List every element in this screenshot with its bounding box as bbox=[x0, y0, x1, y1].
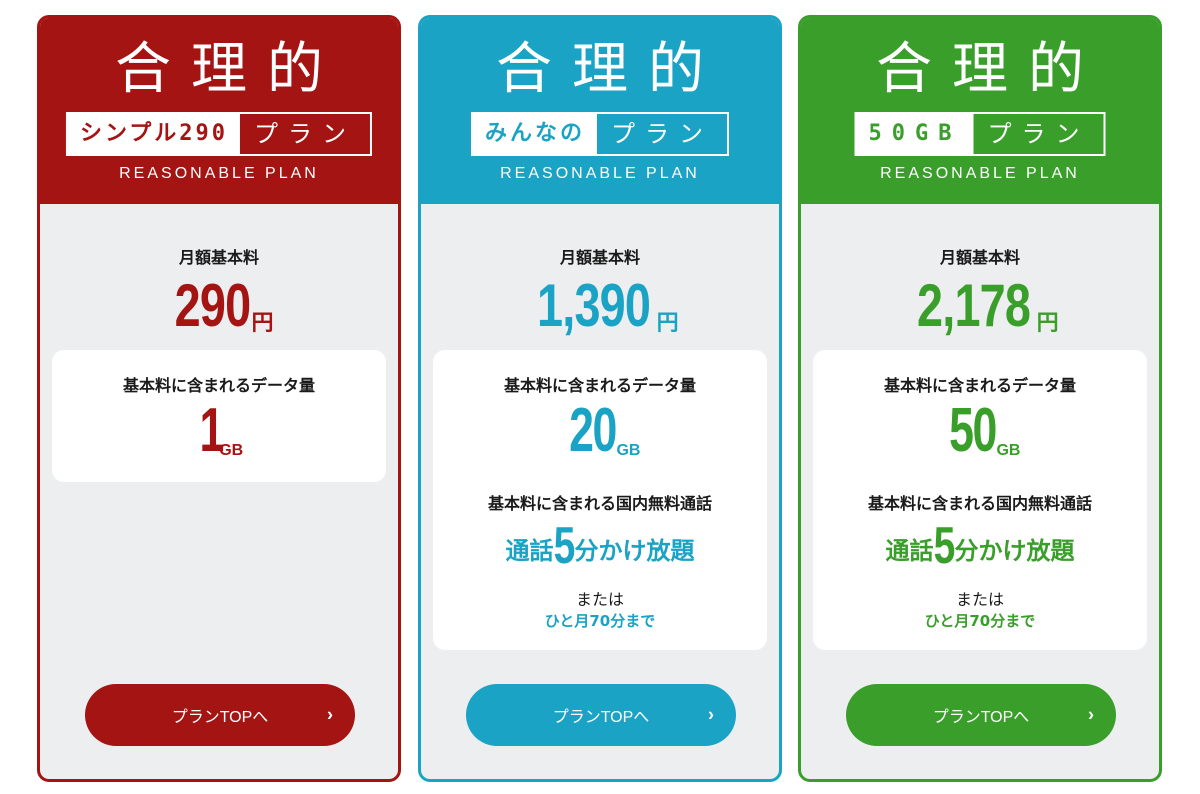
chevron-right-icon: › bbox=[1088, 704, 1094, 725]
chevron-right-icon: › bbox=[327, 704, 333, 725]
data-value: 50 bbox=[948, 396, 997, 465]
plan-top-button[interactable]: プランTOPへ › bbox=[846, 684, 1116, 746]
plan-details-box: 基本料に含まれるデータ量 1GB bbox=[52, 350, 386, 482]
call-label: 基本料に含まれる国内無料通話 bbox=[867, 494, 1092, 513]
plan-header: 合理的 50GB プラン REASONABLE PLAN bbox=[801, 18, 1159, 204]
monthly-fee-label: 月額基本料 bbox=[178, 248, 259, 267]
plan-header: 合理的 シンプル290 プラン REASONABLE PLAN bbox=[40, 18, 398, 204]
plan-name-badge: みんなの プラン bbox=[470, 112, 730, 156]
price-unit: 円 bbox=[251, 310, 274, 335]
price-unit: 円 bbox=[656, 310, 679, 335]
call-offer: 通話5分かけ放題 bbox=[433, 517, 767, 575]
data-unit: GB bbox=[996, 442, 1021, 459]
data-unit: GB bbox=[616, 442, 641, 459]
price-unit: 円 bbox=[1036, 310, 1059, 335]
plan-subtitle: REASONABLE PLAN bbox=[880, 165, 1080, 182]
data-amount: 20GB bbox=[433, 400, 767, 462]
plan-subtitle: REASONABLE PLAN bbox=[500, 165, 700, 182]
plan-name: シンプル290 bbox=[67, 114, 241, 154]
plan-name-badge: 50GB プラン bbox=[854, 112, 1106, 156]
price-value: 290 bbox=[175, 272, 252, 339]
plan-details-box: 基本料に含まれるデータ量 50GB 基本料に含まれる国内無料通話 通話5分かけ放… bbox=[813, 350, 1147, 650]
data-amount: 1GB bbox=[52, 400, 386, 462]
button-label: プランTOPへ bbox=[171, 709, 269, 726]
plan-name: 50GB bbox=[856, 114, 974, 154]
plan-top-button[interactable]: プランTOPへ › bbox=[466, 684, 736, 746]
call-or: または bbox=[955, 590, 1004, 609]
call-minutes: 5 bbox=[933, 517, 955, 575]
plan-word: プラン bbox=[254, 120, 357, 148]
plan-name-badge: シンプル290 プラン bbox=[65, 112, 373, 156]
data-label: 基本料に含まれるデータ量 bbox=[503, 376, 696, 395]
data-value: 20 bbox=[568, 396, 617, 465]
data-label: 基本料に含まれるデータ量 bbox=[883, 376, 1076, 395]
call-or: または bbox=[575, 590, 624, 609]
plan-title: 合理的 bbox=[496, 37, 724, 102]
plan-header: 合理的 みんなの プラン REASONABLE PLAN bbox=[421, 18, 779, 204]
button-label: プランTOPへ bbox=[932, 709, 1030, 726]
plan-details-box: 基本料に含まれるデータ量 20GB 基本料に含まれる国内無料通話 通話5分かけ放… bbox=[433, 350, 767, 650]
monthly-price: 1,390 円 bbox=[421, 276, 779, 336]
plan-word: プラン bbox=[611, 120, 714, 148]
call-minutes: 5 bbox=[553, 517, 575, 575]
price-value: 2,178 bbox=[917, 272, 1031, 339]
button-label: プランTOPへ bbox=[552, 709, 650, 726]
call-offer: 通話5分かけ放題 bbox=[813, 517, 1147, 575]
call-prefix: 通話 bbox=[885, 537, 934, 565]
monthly-price: 290円 bbox=[40, 276, 398, 336]
call-alternative: ひと月70分まで bbox=[924, 612, 1036, 630]
plan-subtitle: REASONABLE PLAN bbox=[119, 165, 319, 182]
plan-title: 合理的 bbox=[115, 37, 343, 102]
data-label: 基本料に含まれるデータ量 bbox=[122, 376, 315, 395]
call-prefix: 通話 bbox=[505, 537, 554, 565]
plan-card-simple290: 合理的 シンプル290 プラン REASONABLE PLAN 月額基本料 29… bbox=[37, 15, 401, 782]
monthly-price: 2,178 円 bbox=[801, 276, 1159, 336]
call-alternative: ひと月70分まで bbox=[544, 612, 656, 630]
call-suffix: 分かけ放題 bbox=[954, 537, 1075, 565]
price-value: 1,390 bbox=[537, 272, 651, 339]
data-value: 1 bbox=[199, 396, 224, 465]
monthly-fee-label: 月額基本料 bbox=[939, 248, 1020, 267]
plan-card-minnano: 合理的 みんなの プラン REASONABLE PLAN 月額基本料 1,390… bbox=[418, 15, 782, 782]
plan-title: 合理的 bbox=[876, 37, 1104, 102]
plan-word: プラン bbox=[987, 120, 1090, 148]
plan-name: みんなの bbox=[472, 114, 598, 154]
monthly-fee-label: 月額基本料 bbox=[559, 248, 640, 267]
call-suffix: 分かけ放題 bbox=[574, 537, 695, 565]
call-label: 基本料に含まれる国内無料通話 bbox=[487, 494, 712, 513]
data-unit: GB bbox=[219, 442, 244, 459]
plan-card-50gb: 合理的 50GB プラン REASONABLE PLAN 月額基本料 2,178… bbox=[798, 15, 1162, 782]
data-amount: 50GB bbox=[813, 400, 1147, 462]
plan-top-button[interactable]: プランTOPへ › bbox=[85, 684, 355, 746]
chevron-right-icon: › bbox=[708, 704, 714, 725]
